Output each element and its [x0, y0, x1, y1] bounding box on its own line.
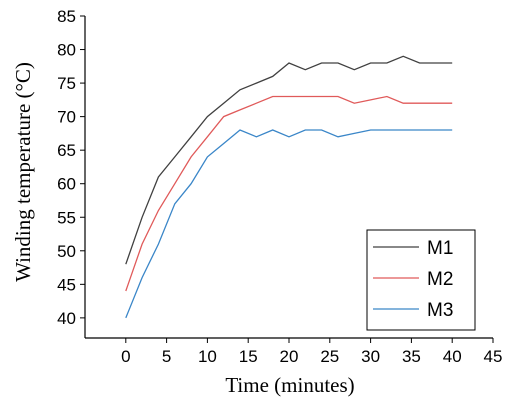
y-tick-label: 50	[57, 242, 76, 261]
x-axis-ticks: 0 5 10 15 20 25 30 35 40 45	[121, 338, 502, 366]
series-lines	[125, 55, 453, 319]
x-axis-title: Time (minutes)	[225, 373, 354, 397]
x-tick-label: 20	[280, 347, 299, 366]
legend-box	[366, 229, 476, 331]
y-tick-label: 75	[57, 74, 76, 93]
x-tick-label: 35	[402, 347, 421, 366]
y-tick-label: 55	[57, 208, 76, 227]
y-tick-label: 60	[57, 175, 76, 194]
x-tick-label: 0	[121, 347, 130, 366]
x-tick-label: 40	[443, 347, 462, 366]
x-tick-label: 5	[162, 347, 171, 366]
legend-label-m1: M1	[427, 238, 453, 259]
x-tick-label: 45	[484, 347, 503, 366]
series-line-m2	[125, 95, 453, 292]
x-tick-label: 25	[320, 347, 339, 366]
y-axis-title: Winding temperature (°C)	[11, 62, 35, 282]
legend: M1 M2 M3	[366, 229, 476, 331]
y-tick-label: 65	[57, 141, 76, 160]
series-line-m1	[125, 55, 453, 265]
y-axis-ticks: 40 45 50 55 60 65 70 75 80 85	[57, 7, 85, 328]
x-tick-label: 15	[239, 347, 258, 366]
x-tick-label: 10	[198, 347, 217, 366]
y-tick-label: 45	[57, 275, 76, 294]
x-tick-label: 30	[361, 347, 380, 366]
series-line-m3	[125, 129, 453, 319]
legend-label-m2: M2	[427, 269, 453, 290]
y-tick-label: 85	[57, 7, 76, 26]
y-tick-label: 40	[57, 309, 76, 328]
legend-label-m3: M3	[427, 300, 453, 321]
y-tick-label: 80	[57, 41, 76, 60]
y-tick-label: 70	[57, 108, 76, 127]
